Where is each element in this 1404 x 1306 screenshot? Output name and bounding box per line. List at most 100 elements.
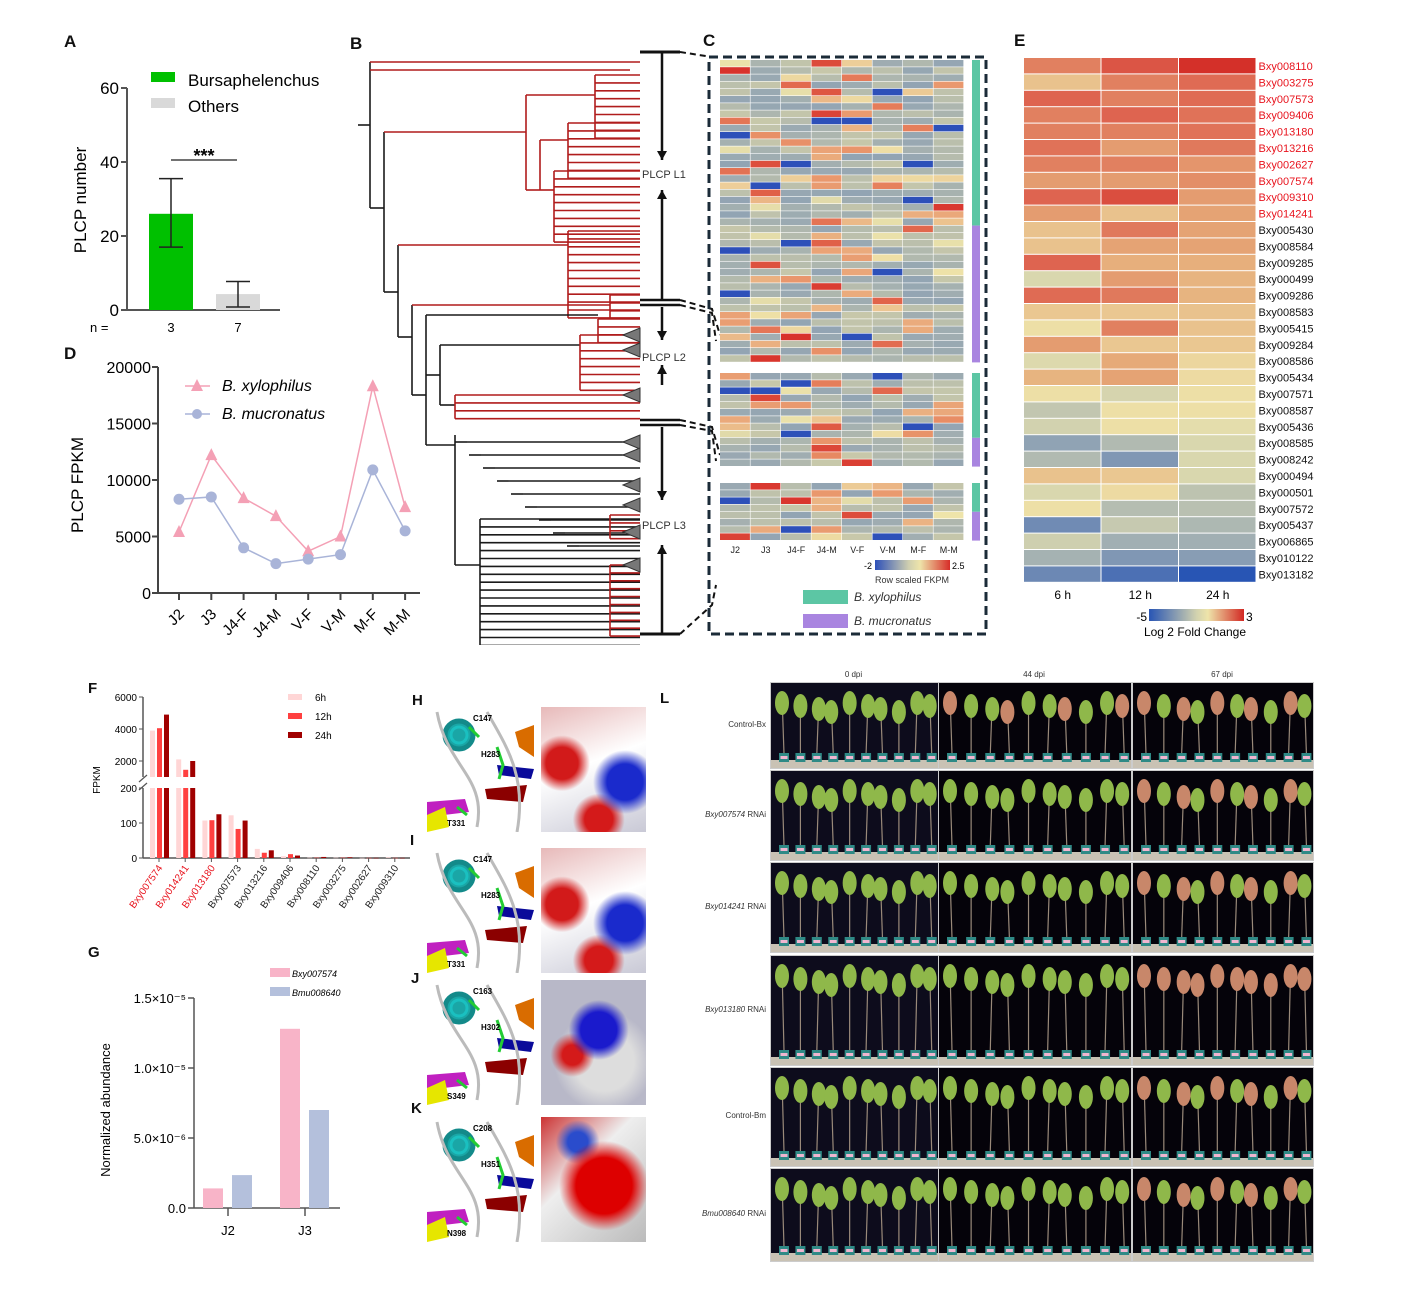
- heatmap-cell: [1024, 320, 1101, 336]
- heatmap-cell: [903, 387, 933, 394]
- plant-photo: [1132, 955, 1314, 1066]
- foliage: [964, 874, 979, 898]
- heatmap-cell: [933, 430, 964, 438]
- heatmap-cell: [903, 240, 933, 247]
- heatmap-cell: [842, 189, 872, 197]
- pot-tag: [1063, 848, 1071, 851]
- heatmap-cell: [720, 60, 750, 67]
- heatmap-cell: [1024, 189, 1101, 205]
- legend-label: B. xylophilus: [222, 378, 312, 395]
- seedlings-drawing: [1133, 964, 1313, 1065]
- heatmap-cell: [933, 247, 964, 254]
- heatmap-cell: [1179, 484, 1256, 500]
- pot-tag: [911, 940, 919, 943]
- bar-Bmu008640-J2: [232, 1175, 252, 1208]
- heatmap-cell: [1101, 123, 1178, 139]
- heatmap-cell: [872, 268, 903, 276]
- heatmap-cell: [933, 373, 964, 380]
- heatmap-cell: [781, 124, 811, 132]
- heatmap-cell: [1101, 566, 1178, 582]
- heatmap-cell: [811, 394, 842, 402]
- heatmap-cell: [1101, 320, 1178, 336]
- heatmap-cell: [811, 387, 842, 394]
- heatmap-cell: [903, 394, 933, 402]
- pot-tag: [928, 1053, 936, 1056]
- pot-tag: [1285, 756, 1293, 759]
- heatmap-cell: [720, 387, 750, 394]
- heatmap-cell: [720, 490, 750, 497]
- foliage: [943, 1177, 957, 1201]
- pot-tag: [1249, 848, 1257, 851]
- heatmap-cell: [1179, 402, 1256, 418]
- heatmap-cell: [842, 380, 872, 387]
- data-point: [205, 448, 218, 461]
- foliage: [1042, 967, 1057, 991]
- heatmap-cell: [842, 355, 872, 362]
- foliage: [910, 871, 925, 895]
- heatmap-cell: [720, 526, 750, 533]
- heatmap-cell: [811, 168, 842, 175]
- heatmap-cell: [750, 423, 781, 430]
- foliage: [1176, 1082, 1191, 1106]
- heatmap-cell: [842, 416, 872, 423]
- heatmap-cell: [872, 211, 903, 218]
- panel-label-j: J: [411, 970, 420, 987]
- loop-coil: [435, 1121, 522, 1242]
- foliage: [873, 877, 888, 901]
- heatmap-cell: [811, 225, 842, 233]
- heatmap-cell: [720, 103, 750, 110]
- heatmap-cell: [781, 373, 811, 380]
- heatmap-cell: [811, 355, 842, 362]
- electrostatic-surface-j: [541, 980, 646, 1105]
- legend-label: Bxy007574: [292, 969, 337, 979]
- foliage: [1078, 1186, 1093, 1210]
- heatmap-cell: [1179, 533, 1256, 549]
- heatmap-cell: [781, 196, 811, 204]
- timepoint-label: 44 dpi: [1023, 670, 1045, 679]
- heatmap-cell: [1024, 304, 1101, 320]
- heatmap-cell: [872, 283, 903, 290]
- y-tick-label: 2000: [115, 757, 138, 768]
- heatmap-cell: [781, 117, 811, 125]
- heatmap-cell: [720, 254, 750, 261]
- pot-tag: [1025, 1053, 1033, 1056]
- scale-min: -5: [1136, 610, 1147, 624]
- heatmap-cell: [903, 373, 933, 380]
- heatmap-cell: [750, 153, 781, 161]
- pot-tag: [1082, 1154, 1090, 1157]
- heatmap-cell: [781, 519, 811, 526]
- pot-tag: [1160, 1154, 1168, 1157]
- heatmap-cell: [811, 196, 842, 204]
- plant-photo: [938, 1067, 1132, 1167]
- pot-tag: [796, 940, 804, 943]
- heatmap-cell: [842, 247, 872, 254]
- pot-tag: [1101, 756, 1109, 759]
- heatmap-cell: [1179, 336, 1256, 353]
- heatmap-cell: [781, 394, 811, 402]
- beta-strand-darkred: [485, 926, 527, 943]
- heatmap-cell: [903, 225, 933, 233]
- beta-strand-yellow: [427, 807, 449, 832]
- pot-tag: [1213, 848, 1221, 851]
- series-line-0: [178, 386, 406, 553]
- foliage: [891, 788, 906, 812]
- heatmap-cell: [811, 312, 842, 319]
- heatmap-cell: [781, 204, 811, 211]
- residue-label: T331: [447, 819, 466, 828]
- bar-24h: [399, 857, 405, 859]
- foliage: [964, 1180, 979, 1204]
- heatmap-cell: [781, 67, 811, 74]
- heatmap-cell: [720, 409, 750, 416]
- pot-tag: [1120, 756, 1128, 759]
- heatmap-cell: [811, 182, 842, 189]
- residue-label: H302: [481, 1023, 501, 1032]
- heatmap-cell: [872, 189, 903, 197]
- pot-tag: [829, 1249, 837, 1252]
- heatmap-cell: [781, 146, 811, 153]
- heatmap-cell: [933, 312, 964, 319]
- heatmap-cell: [903, 74, 933, 81]
- bar-Bxy007574-J3: [280, 1028, 300, 1208]
- pot-tag: [1025, 1249, 1033, 1252]
- plant-photo: [938, 682, 1132, 769]
- y-tick-label: 40: [100, 153, 119, 172]
